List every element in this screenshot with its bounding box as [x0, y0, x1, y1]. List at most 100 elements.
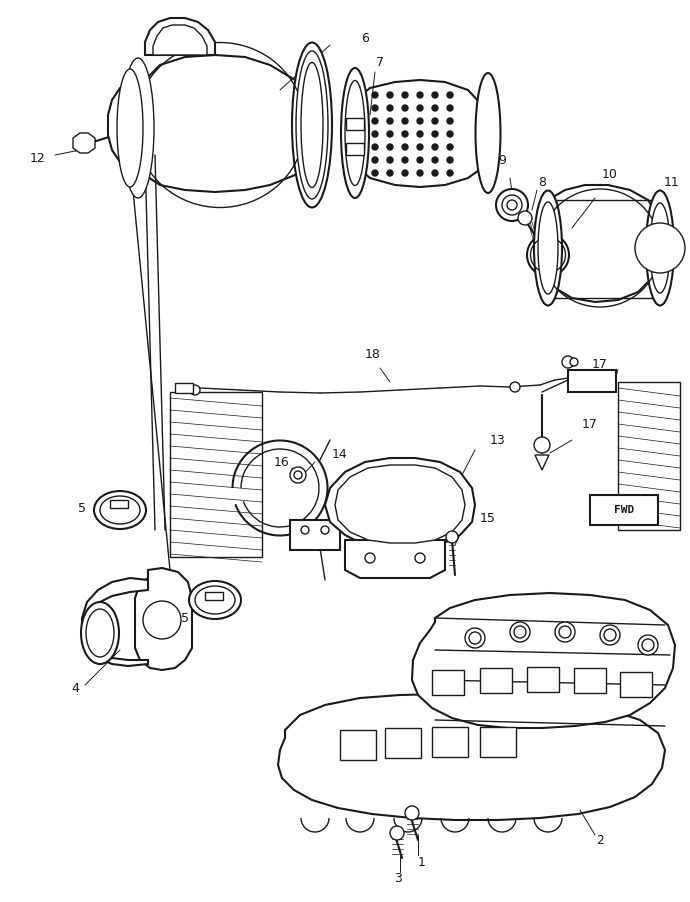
Circle shape: [372, 170, 378, 176]
Circle shape: [387, 92, 393, 98]
Bar: [110, 500, 128, 508]
Circle shape: [387, 131, 393, 137]
Circle shape: [432, 131, 438, 137]
Bar: [618, 382, 680, 530]
Ellipse shape: [446, 531, 458, 543]
Circle shape: [321, 526, 329, 534]
Circle shape: [417, 157, 423, 163]
Polygon shape: [73, 133, 95, 153]
Ellipse shape: [86, 609, 114, 657]
Ellipse shape: [81, 602, 119, 664]
Polygon shape: [145, 18, 215, 55]
Text: 8: 8: [538, 177, 546, 189]
Circle shape: [190, 385, 200, 395]
Text: 4: 4: [71, 682, 79, 695]
Bar: [620, 672, 652, 697]
Circle shape: [600, 625, 620, 645]
Bar: [568, 370, 616, 392]
Circle shape: [372, 157, 378, 163]
Circle shape: [417, 118, 423, 124]
Text: FWD: FWD: [614, 505, 634, 515]
Ellipse shape: [100, 496, 140, 524]
Ellipse shape: [646, 190, 674, 306]
Text: 12: 12: [30, 152, 46, 164]
Polygon shape: [153, 25, 207, 55]
Ellipse shape: [341, 68, 369, 198]
Circle shape: [447, 131, 453, 137]
Circle shape: [294, 471, 302, 479]
Ellipse shape: [345, 80, 365, 186]
Circle shape: [514, 626, 526, 638]
Text: 16: 16: [274, 456, 290, 468]
Text: 1: 1: [418, 855, 426, 869]
Circle shape: [570, 358, 578, 366]
Text: 18: 18: [365, 348, 381, 362]
Ellipse shape: [292, 42, 332, 207]
Ellipse shape: [527, 234, 569, 276]
Bar: [205, 592, 223, 600]
Circle shape: [447, 144, 453, 150]
Circle shape: [387, 157, 393, 163]
Text: 7: 7: [376, 56, 384, 69]
Circle shape: [417, 131, 423, 137]
Text: 9: 9: [498, 153, 506, 167]
Ellipse shape: [534, 190, 562, 306]
Circle shape: [638, 635, 658, 655]
Circle shape: [365, 553, 375, 563]
Circle shape: [447, 118, 453, 124]
Ellipse shape: [195, 586, 235, 614]
Circle shape: [301, 526, 309, 534]
Text: 3: 3: [394, 871, 402, 885]
Circle shape: [415, 553, 425, 563]
Ellipse shape: [94, 491, 146, 529]
Polygon shape: [535, 455, 549, 470]
Circle shape: [447, 157, 453, 163]
Polygon shape: [346, 80, 488, 187]
Circle shape: [402, 144, 408, 150]
Ellipse shape: [502, 195, 522, 215]
Circle shape: [604, 629, 616, 641]
Polygon shape: [345, 540, 445, 578]
Ellipse shape: [390, 826, 404, 840]
Text: 11: 11: [664, 176, 680, 189]
Circle shape: [417, 92, 423, 98]
Circle shape: [562, 356, 574, 368]
Circle shape: [642, 639, 654, 651]
Ellipse shape: [496, 189, 528, 221]
Ellipse shape: [650, 203, 670, 293]
Ellipse shape: [518, 211, 532, 225]
Polygon shape: [278, 694, 665, 820]
Bar: [170, 392, 262, 557]
Bar: [290, 520, 340, 550]
Bar: [432, 727, 468, 757]
Circle shape: [432, 157, 438, 163]
Ellipse shape: [507, 200, 517, 210]
Text: 5: 5: [181, 612, 189, 624]
Text: 6: 6: [361, 32, 369, 44]
Circle shape: [372, 131, 378, 137]
Text: 10: 10: [602, 169, 618, 181]
Ellipse shape: [635, 223, 685, 273]
Circle shape: [510, 622, 530, 642]
Text: 17: 17: [592, 358, 608, 372]
Ellipse shape: [405, 806, 419, 820]
Circle shape: [432, 144, 438, 150]
Circle shape: [372, 92, 378, 98]
Bar: [346, 118, 364, 130]
Circle shape: [432, 170, 438, 176]
Ellipse shape: [475, 73, 500, 193]
Circle shape: [402, 157, 408, 163]
Circle shape: [447, 170, 453, 176]
Bar: [480, 668, 512, 693]
Circle shape: [510, 382, 520, 392]
Circle shape: [417, 105, 423, 111]
Bar: [432, 670, 464, 695]
Polygon shape: [325, 458, 475, 548]
Text: 15: 15: [480, 511, 496, 524]
Bar: [590, 495, 658, 525]
Text: 2: 2: [596, 833, 604, 846]
Circle shape: [447, 92, 453, 98]
Circle shape: [372, 105, 378, 111]
Ellipse shape: [296, 51, 328, 199]
Polygon shape: [135, 568, 192, 670]
